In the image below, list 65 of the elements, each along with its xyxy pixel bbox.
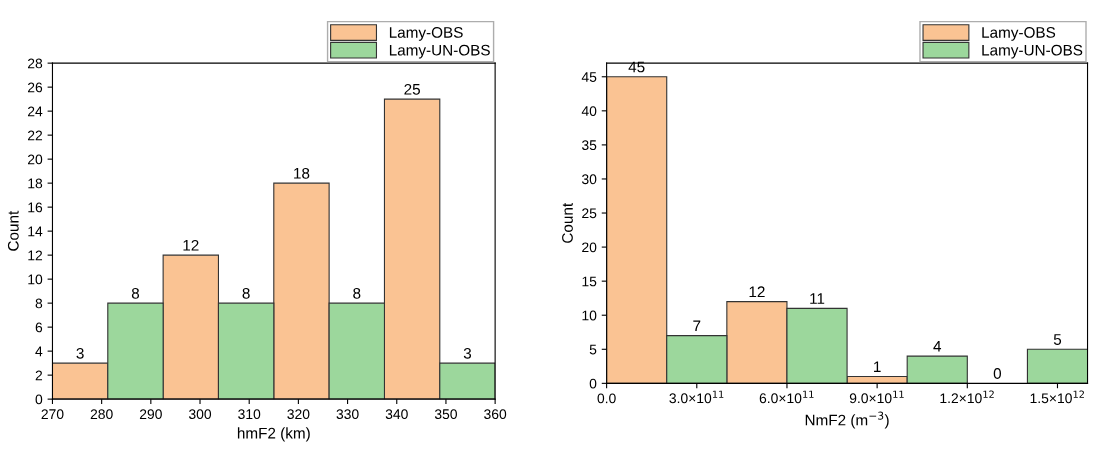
y-tick-label: 25 [582,208,597,219]
data-label: 25 [404,83,420,95]
x-tick-label: 270 [41,409,64,420]
y-axis-title: Count [562,202,573,243]
y-tick-label: 10 [28,274,43,285]
y-tick-label: 22 [27,130,43,141]
y-tick-label: 5 [589,344,597,355]
y-tick-label: 6 [35,322,43,333]
x-tick-label: 9.0×10$^{11}$ [849,390,904,404]
data-label: 8 [242,287,250,299]
data-label: 8 [131,287,140,299]
data-label: 12 [183,239,199,251]
y-tick-label: 15 [582,276,597,287]
data-label: 4 [933,341,942,352]
y-tick-label: 35 [581,140,597,151]
x-tick-label: 1.5×10$^{12}$ [1030,390,1084,404]
y-tick-label: 30 [581,174,597,185]
y-tick-label: 8 [35,298,43,309]
y-tick-label: 26 [27,82,43,93]
y-tick-label: 10 [582,310,597,321]
legend-label: Lamy-UN-OBS [982,44,1083,59]
y-tick-label: 0 [589,378,597,389]
x-tick-label: 6.0×10$^{11}$ [759,390,814,404]
x-tick-label: 330 [336,409,359,420]
data-label: 3 [76,347,84,359]
x-tick-label: 1.2×10$^{12}$ [940,390,994,404]
x-tick-label: 340 [385,409,408,420]
legend-label: Lamy-UN-OBS [389,44,490,59]
x-tick-label: 310 [238,409,261,420]
x-tick-label: 320 [287,409,310,420]
legend-label: Lamy-OBS [389,27,463,41]
y-tick-label: 14 [28,226,43,237]
data-label: 11 [810,293,825,304]
y-tick-label: 45 [581,72,597,82]
x-tick-label: 300 [188,409,212,420]
data-label: 18 [294,167,310,179]
data-label: 1 [874,361,881,372]
y-tick-label: 0 [35,394,43,405]
x-tick-label: 290 [139,409,162,420]
data-label: 45 [628,61,645,73]
y-tick-label: 20 [582,242,597,253]
y-tick-label: 18 [28,178,43,189]
y-axis-title: Count [7,210,19,251]
x-axis-title: hmF2 (km) [237,427,310,442]
legend-label: Lamy-OBS [982,27,1056,41]
x-tick-label: 3.0×10$^{11}$ [669,390,724,404]
x-tick-label: 350 [434,409,457,420]
y-tick-label: 2 [35,370,43,381]
data-label: 3 [463,347,472,359]
y-tick-label: 12 [28,250,43,261]
y-tick-label: 16 [28,202,43,213]
x-axis-title: NmF2 (m$^{−3}$) [805,411,889,429]
y-tick-label: 24 [27,106,43,117]
data-label: 8 [353,287,361,299]
y-tick-label: 28 [27,58,43,69]
data-label: 12 [749,286,765,298]
x-tick-label: 280 [90,409,113,420]
data-label: 5 [1053,334,1062,345]
x-tick-label: 360 [484,409,507,420]
data-label: 7 [693,320,701,332]
y-tick-label: 4 [35,346,43,357]
x-tick-label: 0.0 [597,393,616,404]
y-tick-label: 40 [581,106,597,116]
y-tick-label: 20 [27,154,43,165]
data-label: 0 [993,368,1002,379]
